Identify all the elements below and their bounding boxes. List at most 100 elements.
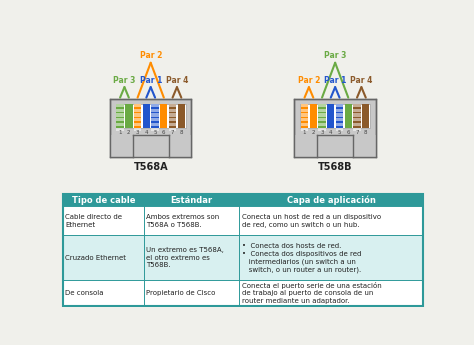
Text: 2: 2 bbox=[311, 130, 315, 135]
Bar bbox=[144, 280, 239, 306]
Polygon shape bbox=[169, 118, 176, 121]
Bar bbox=[353, 104, 361, 128]
Bar bbox=[239, 280, 423, 306]
Text: Par 2: Par 2 bbox=[298, 76, 320, 85]
Bar bbox=[63, 206, 144, 235]
Polygon shape bbox=[134, 104, 141, 107]
Polygon shape bbox=[301, 118, 308, 121]
Bar bbox=[143, 104, 150, 128]
Text: 1: 1 bbox=[303, 130, 306, 135]
Polygon shape bbox=[336, 128, 343, 131]
Text: Cruzado Ethernet: Cruzado Ethernet bbox=[65, 255, 127, 261]
Text: T568B: T568B bbox=[318, 161, 352, 171]
Polygon shape bbox=[117, 109, 124, 112]
Polygon shape bbox=[151, 123, 159, 126]
Polygon shape bbox=[336, 104, 343, 107]
Polygon shape bbox=[151, 128, 159, 131]
Text: Un extremo es T568A,
el otro extremo es
T568B.: Un extremo es T568A, el otro extremo es … bbox=[146, 247, 224, 268]
Bar bbox=[116, 104, 186, 128]
Bar bbox=[169, 135, 191, 157]
Polygon shape bbox=[169, 123, 176, 126]
Text: Par 3: Par 3 bbox=[324, 51, 346, 60]
Bar bbox=[294, 135, 317, 157]
Polygon shape bbox=[117, 104, 124, 107]
Text: 6: 6 bbox=[162, 130, 165, 135]
Text: 3: 3 bbox=[320, 130, 324, 135]
Polygon shape bbox=[319, 118, 326, 121]
Polygon shape bbox=[134, 123, 141, 126]
Bar bbox=[169, 104, 176, 128]
Polygon shape bbox=[353, 104, 361, 107]
Polygon shape bbox=[319, 104, 326, 107]
Polygon shape bbox=[336, 123, 343, 126]
Bar bbox=[144, 235, 239, 280]
Text: 1: 1 bbox=[118, 130, 122, 135]
Text: 8: 8 bbox=[180, 130, 183, 135]
Bar bbox=[300, 104, 370, 128]
Text: Conecta el puerto serie de una estación
de trabajo al puerto de consola de un
ro: Conecta el puerto serie de una estación … bbox=[242, 282, 382, 304]
Bar bbox=[117, 104, 124, 128]
Polygon shape bbox=[301, 123, 308, 126]
Polygon shape bbox=[336, 109, 343, 112]
Bar bbox=[301, 104, 308, 128]
Polygon shape bbox=[336, 118, 343, 121]
Polygon shape bbox=[134, 109, 141, 112]
Text: 2: 2 bbox=[127, 130, 130, 135]
FancyBboxPatch shape bbox=[294, 99, 376, 157]
Bar bbox=[144, 206, 239, 235]
Text: 4: 4 bbox=[329, 130, 333, 135]
Text: 5: 5 bbox=[153, 130, 157, 135]
Polygon shape bbox=[151, 104, 159, 107]
Polygon shape bbox=[151, 118, 159, 121]
Bar bbox=[239, 194, 423, 206]
Bar bbox=[362, 104, 369, 128]
Polygon shape bbox=[117, 118, 124, 121]
Text: Cable directo de
Ethernet: Cable directo de Ethernet bbox=[65, 214, 122, 228]
Bar bbox=[144, 194, 239, 206]
Polygon shape bbox=[134, 114, 141, 117]
Text: Par 1: Par 1 bbox=[324, 76, 346, 85]
Bar bbox=[63, 194, 423, 306]
Polygon shape bbox=[151, 109, 159, 112]
Bar bbox=[110, 135, 133, 157]
Bar bbox=[239, 206, 423, 235]
Polygon shape bbox=[319, 128, 326, 131]
Text: Conecta un host de red a un dispositivo
de red, como un switch o un hub.: Conecta un host de red a un dispositivo … bbox=[242, 214, 381, 228]
Text: 7: 7 bbox=[171, 130, 174, 135]
Bar bbox=[160, 104, 167, 128]
Polygon shape bbox=[319, 114, 326, 117]
Text: De consola: De consola bbox=[65, 290, 104, 296]
Bar bbox=[63, 280, 144, 306]
Polygon shape bbox=[117, 128, 124, 131]
Text: 3: 3 bbox=[136, 130, 139, 135]
Text: Ambos extremos son
T568A o T568B.: Ambos extremos son T568A o T568B. bbox=[146, 214, 219, 228]
Polygon shape bbox=[134, 128, 141, 131]
Text: Par 1: Par 1 bbox=[139, 76, 162, 85]
Text: Tipo de cable: Tipo de cable bbox=[72, 196, 136, 205]
Text: T568A: T568A bbox=[133, 161, 168, 171]
Text: •  Conecta dos hosts de red.
•  Conecta dos dispositivos de red
   intermediario: • Conecta dos hosts de red. • Conecta do… bbox=[242, 243, 361, 273]
Polygon shape bbox=[319, 123, 326, 126]
Text: Par 3: Par 3 bbox=[113, 76, 136, 85]
Bar bbox=[345, 104, 352, 128]
Bar bbox=[353, 135, 376, 157]
Bar bbox=[134, 104, 141, 128]
Polygon shape bbox=[117, 123, 124, 126]
Bar bbox=[327, 104, 335, 128]
Text: Propietario de Cisco: Propietario de Cisco bbox=[146, 290, 216, 296]
Text: 6: 6 bbox=[346, 130, 350, 135]
Polygon shape bbox=[117, 114, 124, 117]
Polygon shape bbox=[301, 104, 308, 107]
Text: 4: 4 bbox=[145, 130, 148, 135]
Text: Capa de aplicación: Capa de aplicación bbox=[287, 195, 375, 205]
Text: 8: 8 bbox=[364, 130, 367, 135]
Text: Par 4: Par 4 bbox=[166, 76, 188, 85]
Polygon shape bbox=[353, 128, 361, 131]
Text: Estándar: Estándar bbox=[171, 196, 213, 205]
Polygon shape bbox=[301, 128, 308, 131]
Bar bbox=[336, 104, 343, 128]
Bar bbox=[178, 104, 185, 128]
Polygon shape bbox=[301, 109, 308, 112]
Polygon shape bbox=[169, 109, 176, 112]
Polygon shape bbox=[353, 118, 361, 121]
